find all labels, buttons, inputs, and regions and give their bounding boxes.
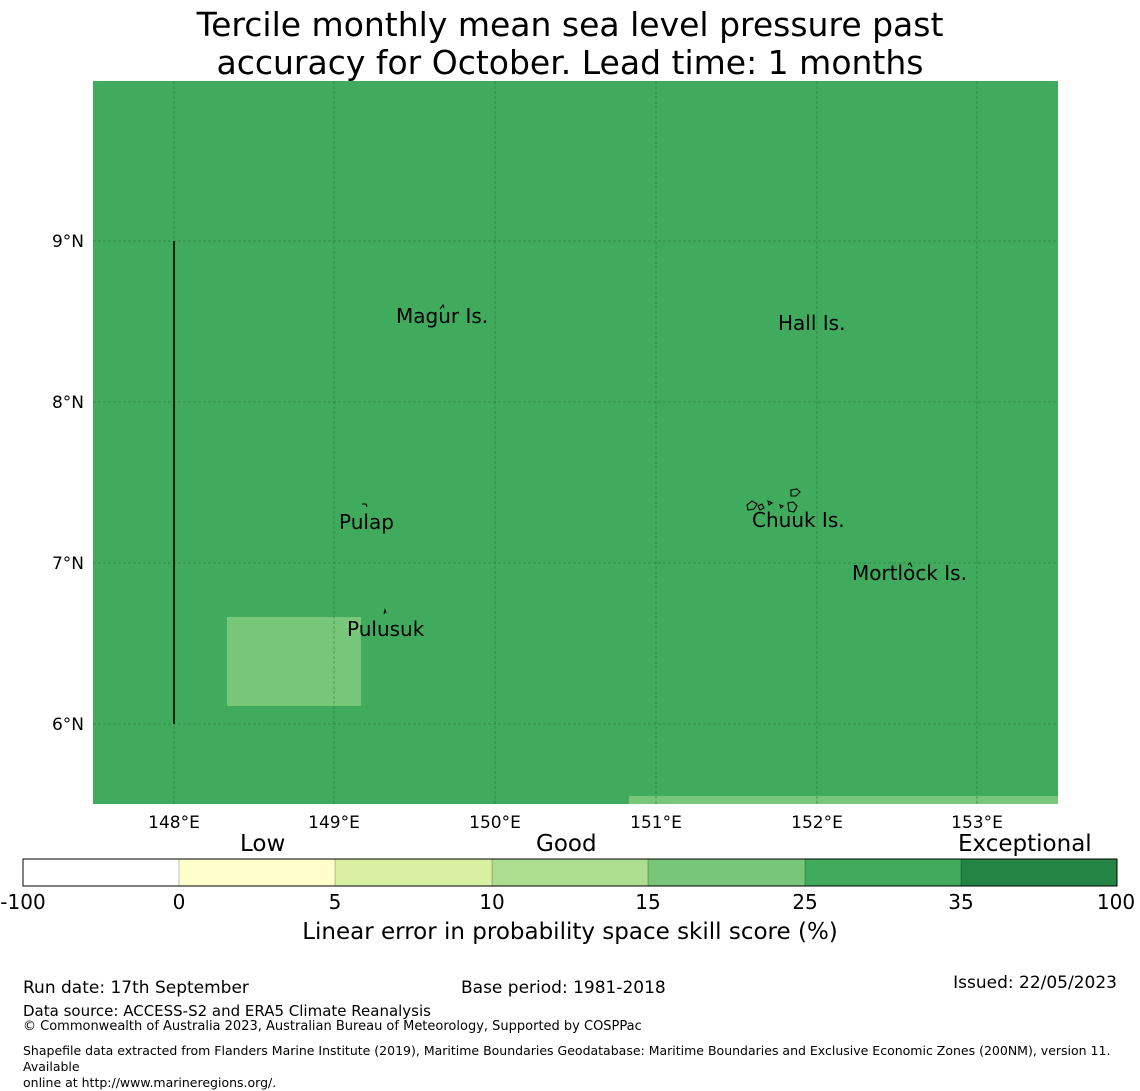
skill-patch-southwest [227,617,361,706]
skill-patch-south-edge [629,796,1058,804]
legend-category-low: Low [240,831,286,857]
shapefile-credit-line-1: Shapefile data extracted from Flanders M… [23,1043,1111,1074]
copyright: © Commonwealth of Australia 2023, Austra… [23,1019,642,1034]
island-chuuk-5 [787,501,798,513]
lat-tick-6: 6°N [52,715,84,735]
islands [362,303,913,615]
chart-title: Tercile monthly mean sea level pressure … [0,6,1140,82]
title-line-1: Tercile monthly mean sea level pressure … [196,5,944,44]
colorbar-label-5: 25 [792,890,818,914]
island-pulusuk [383,608,387,615]
issued-date: Issued: 22/05/2023 [953,973,1117,993]
place-label-pulusuk: Pulusuk [347,617,425,641]
legend-category-exceptional: Exceptional [958,831,1092,857]
gridlines [93,81,1058,804]
lon-tick-151: 151°E [630,813,682,833]
place-label-mortlock: Mortlock Is. [852,561,967,585]
colorbar-title: Linear error in probability space skill … [302,919,838,945]
island-chuuk-3 [757,503,765,511]
shapefile-credit: Shapefile data extracted from Flanders M… [23,1043,1133,1091]
run-date: Run date: 17th September [23,978,249,998]
colorbar-segment-5 [805,859,961,886]
colorbar-segment-1 [179,859,335,886]
island-mortlock [907,562,913,568]
colorbar-label-7: 100 [1096,890,1136,914]
island-chuuk-4 [767,499,774,506]
colorbar-label-6: 35 [948,890,974,914]
lon-tick-150: 150°E [469,813,521,833]
colorbar-segment-6 [961,859,1117,886]
place-label-hall: Hall Is. [778,311,845,335]
island-chuuk-2 [746,500,758,511]
lat-tick-7: 7°N [52,554,84,574]
lat-tick-8: 8°N [52,393,84,413]
place-label-chuuk: Chuuk Is. [752,508,845,532]
colorbar-label-1: 0 [172,890,186,914]
place-label-magur: Magur Is. [396,304,488,328]
lon-tick-153: 153°E [951,813,1003,833]
shapefile-credit-line-2: online at http://www.marineregions.org/. [23,1075,277,1090]
lon-tick-148: 148°E [148,813,200,833]
colorbar-outline [22,858,1118,887]
data-source: Data source: ACCESS-S2 and ERA5 Climate … [23,1002,431,1020]
colorbar-segment-4 [648,859,805,886]
island-magur [439,303,445,310]
colorbar-label-3: 10 [479,890,505,914]
colorbar-segment-2 [335,859,492,886]
island-pulap [362,503,368,508]
place-label-pulap: Pulap [339,510,394,534]
base-period: Base period: 1981-2018 [461,978,666,998]
legend-category-good: Good [536,831,597,857]
colorbar-label-2: 5 [328,890,342,914]
colorbar [22,858,1118,887]
colorbar-label-0: -100 [0,890,46,914]
island-chuuk-6 [779,504,785,510]
title-line-2: accuracy for October. Lead time: 1 month… [216,43,924,82]
colorbar-label-4: 15 [635,890,661,914]
colorbar-segment-0 [23,859,179,886]
lon-tick-149: 149°E [308,813,360,833]
island-chuuk-1 [790,488,801,497]
lon-tick-152: 152°E [791,813,843,833]
colorbar-segment-3 [492,859,648,886]
lat-tick-9: 9°N [52,232,84,252]
